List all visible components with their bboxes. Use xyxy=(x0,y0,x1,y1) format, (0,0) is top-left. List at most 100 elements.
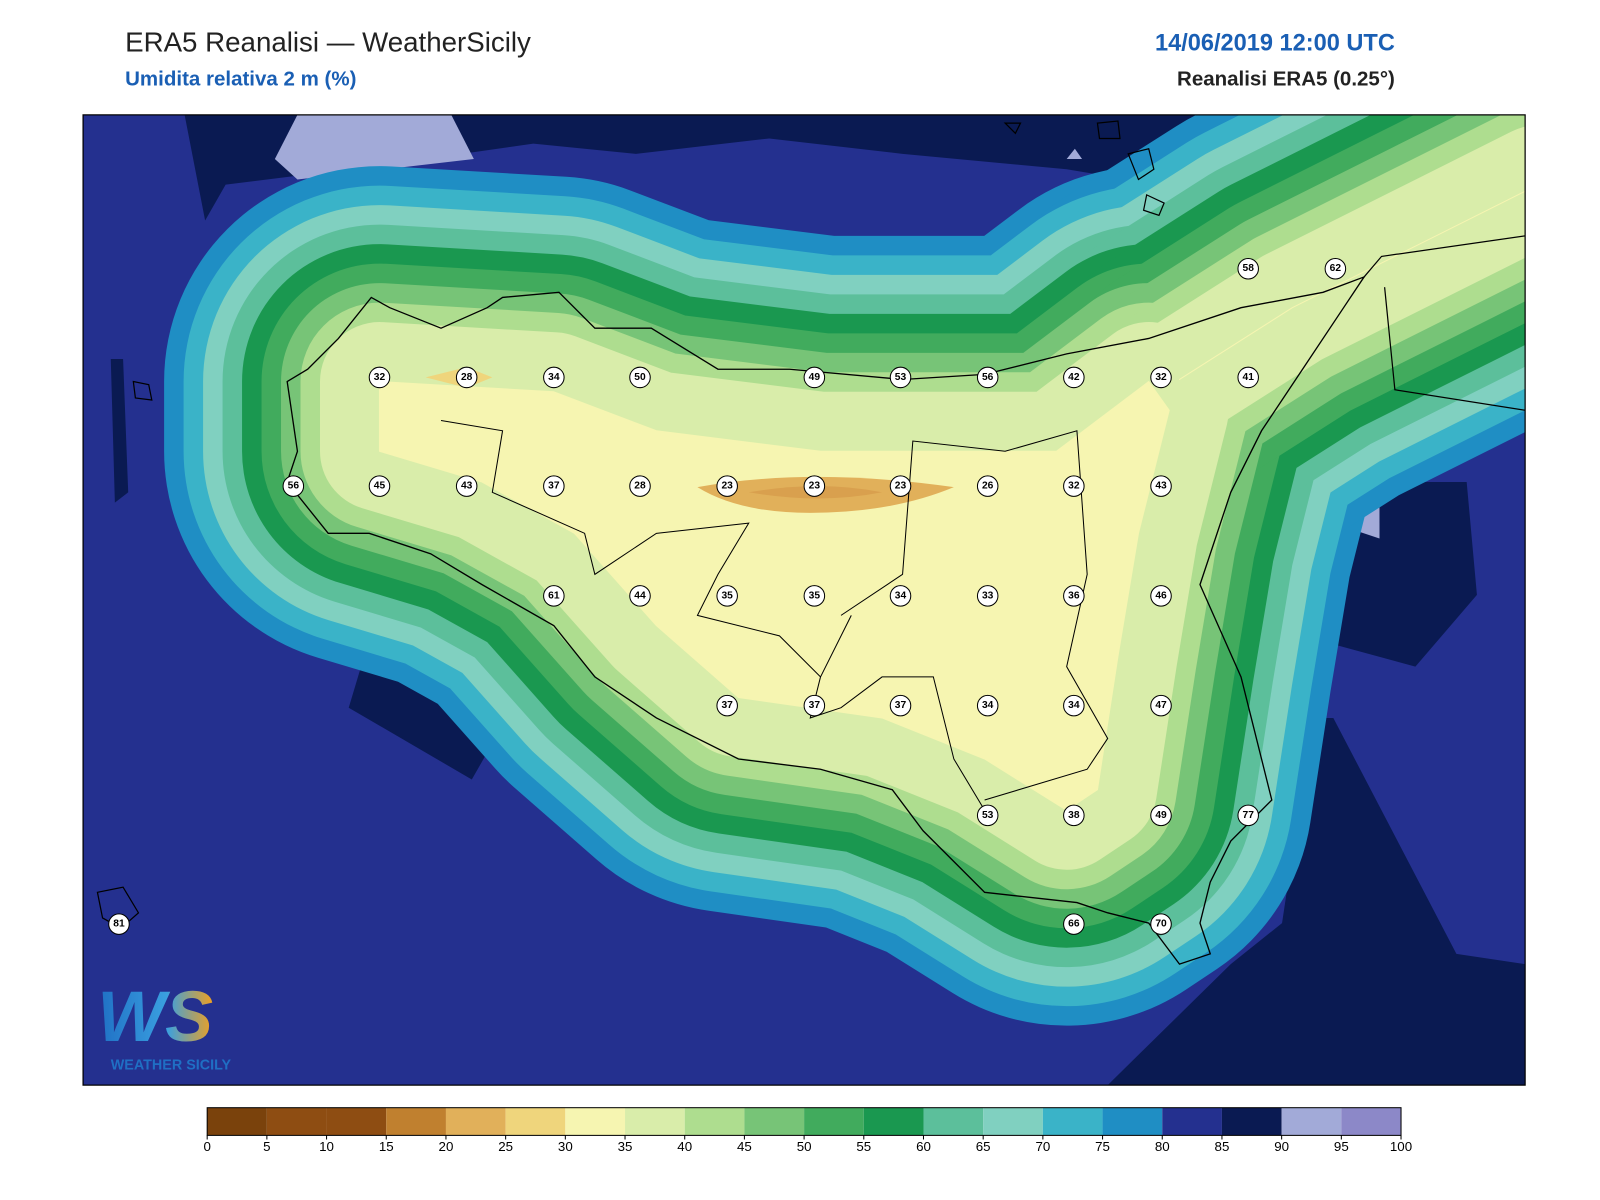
field: 32 28 34 50 49 53 56 42 32 41 58 62 56 45 43 37 28 23 23 23… xyxy=(83,114,1526,1086)
station-marker xyxy=(455,366,478,389)
station-value: 23 xyxy=(895,481,907,492)
station-value: 32 xyxy=(1155,372,1167,383)
colorbar-swatch xyxy=(983,1107,1043,1136)
station-value: 53 xyxy=(982,810,994,821)
colorbar-label: 75 xyxy=(1095,1139,1110,1154)
subtitle: Umidita relativa 2 m (%) xyxy=(125,67,356,90)
station-marker xyxy=(1150,585,1172,607)
colorbar-swatch xyxy=(1281,1107,1342,1136)
datetime: 14/06/2019 12:00 UTC xyxy=(1155,29,1395,55)
station-marker xyxy=(1150,366,1172,389)
map-frame xyxy=(82,114,1526,1086)
station-value: 34 xyxy=(1068,700,1080,711)
colorbar-swatch xyxy=(744,1107,805,1136)
humidity-band xyxy=(378,381,1170,811)
colorbar-label: 90 xyxy=(1274,1139,1289,1154)
station-marker xyxy=(1150,475,1172,497)
humidity-band xyxy=(1178,190,1526,380)
station-marker xyxy=(543,585,565,607)
station-value: 36 xyxy=(1068,590,1080,601)
station-marker xyxy=(1150,913,1172,935)
station-value: 34 xyxy=(548,372,560,383)
colorbar-swatch xyxy=(326,1107,387,1136)
station-value: 45 xyxy=(374,481,386,492)
station-marker xyxy=(1063,585,1085,607)
station-value: 81 xyxy=(113,919,125,930)
station-marker xyxy=(1063,694,1085,717)
province-border xyxy=(440,420,1109,811)
colorbar-label: 80 xyxy=(1155,1139,1170,1154)
station-value: 56 xyxy=(288,481,300,492)
colorbar-label: 95 xyxy=(1334,1139,1349,1154)
colorbar-label: 20 xyxy=(439,1139,454,1154)
station-marker xyxy=(1237,366,1259,389)
coastline xyxy=(1363,235,1526,411)
station-value: 32 xyxy=(374,372,386,383)
colorbar-label: 45 xyxy=(737,1139,752,1154)
station-value: 35 xyxy=(721,590,733,601)
dark-patch xyxy=(1107,717,1526,1086)
colorbar-label: 5 xyxy=(263,1139,270,1154)
station-value: 32 xyxy=(1068,481,1080,492)
colorbar-swatch xyxy=(923,1107,984,1136)
colorbar-swatch xyxy=(625,1107,685,1136)
coastline xyxy=(286,275,1366,965)
colorbar-label: 60 xyxy=(916,1139,931,1154)
station-marker xyxy=(629,585,651,607)
colorbar-swatch xyxy=(266,1107,327,1136)
dark-patch xyxy=(110,358,129,503)
station-value: 37 xyxy=(809,700,821,711)
station-marker xyxy=(1063,366,1085,389)
colorbar-swatch xyxy=(1162,1107,1222,1136)
station-marker xyxy=(803,694,826,717)
station-marker xyxy=(1063,475,1085,497)
station-value: 61 xyxy=(548,590,560,601)
station-marker xyxy=(1237,804,1259,827)
colorbar-swatch xyxy=(565,1107,626,1136)
station-value: 33 xyxy=(982,590,994,601)
colorbar-label: 35 xyxy=(618,1139,633,1154)
colorbar-label: 25 xyxy=(498,1139,513,1154)
station-marker xyxy=(543,475,565,497)
colorbar: 0 5 10 15 20 25 30 35 40 45 50 55 60 65 70 75 80 85 90 95 10… xyxy=(203,1107,1412,1154)
station-marker xyxy=(976,585,999,607)
colorbar-label: 40 xyxy=(677,1139,692,1154)
station-marker xyxy=(976,366,999,389)
station-value: 23 xyxy=(721,481,733,492)
station-marker xyxy=(368,475,391,497)
station-value: 28 xyxy=(634,481,646,492)
station-value: 58 xyxy=(1243,263,1255,274)
station-value: 26 xyxy=(982,481,994,492)
station-marker xyxy=(889,475,912,497)
colorbar-label: 100 xyxy=(1390,1139,1412,1154)
station-marker xyxy=(716,475,738,497)
station-marker xyxy=(716,585,738,607)
colorbar-swatch xyxy=(684,1107,745,1136)
colorbar-label: 30 xyxy=(558,1139,573,1154)
station-value: 49 xyxy=(1155,810,1167,821)
station-value: 50 xyxy=(634,372,646,383)
dark-patch xyxy=(184,114,1426,221)
station-marker xyxy=(455,475,478,497)
colorbar-swatch xyxy=(863,1107,924,1136)
station-value: 43 xyxy=(461,481,473,492)
station-value: 62 xyxy=(1330,263,1342,274)
colorbar-label: 85 xyxy=(1215,1139,1230,1154)
station-value: 34 xyxy=(895,590,907,601)
station-marker xyxy=(108,913,130,935)
station-value: 44 xyxy=(634,590,646,601)
colorbar-swatch xyxy=(445,1107,506,1136)
station-marker xyxy=(889,694,912,717)
station-marker xyxy=(282,475,305,497)
station-value: 56 xyxy=(982,372,994,383)
colorbar-label: 10 xyxy=(319,1139,334,1154)
station-value: 46 xyxy=(1155,590,1167,601)
station-marker xyxy=(1324,257,1347,280)
station-value: 77 xyxy=(1243,810,1255,821)
colorbar-swatch xyxy=(207,1107,267,1136)
station-value: 37 xyxy=(548,481,560,492)
station-value: 37 xyxy=(895,700,907,711)
station-marker xyxy=(1063,913,1085,935)
station-marker xyxy=(1237,257,1259,280)
